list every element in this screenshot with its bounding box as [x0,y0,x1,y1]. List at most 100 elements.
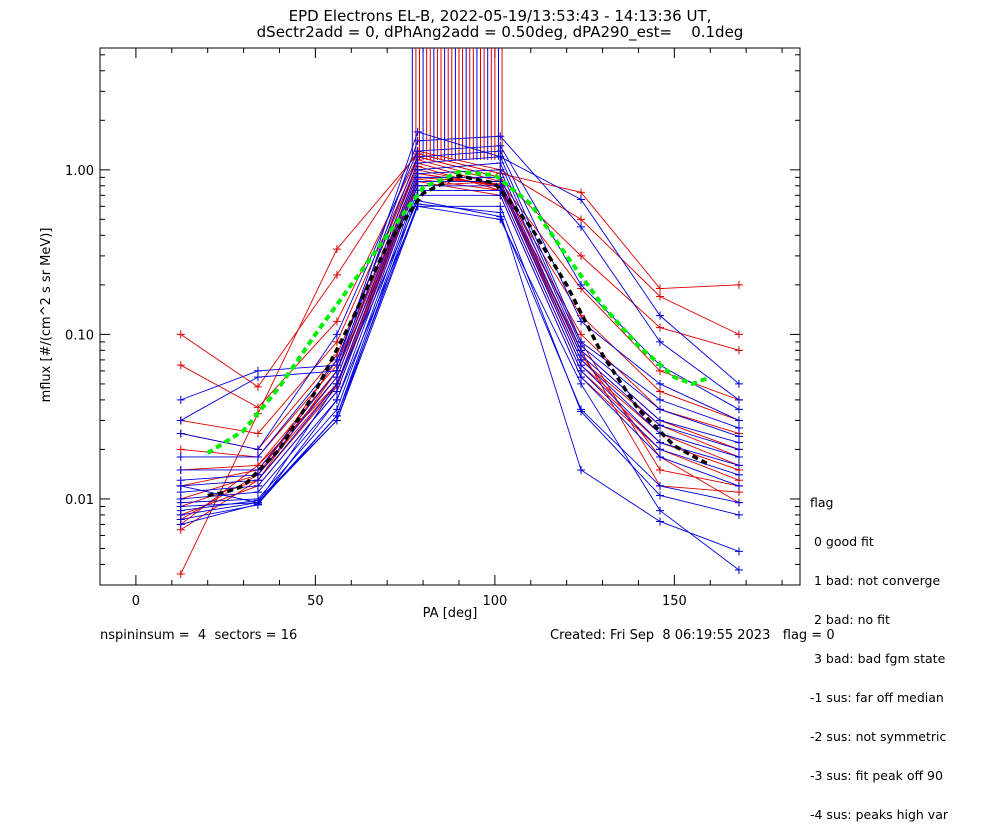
x-axis-label: PA [deg] [423,606,478,621]
series-point [734,452,743,461]
series-point [656,438,664,447]
series-point [734,566,743,575]
series-point [656,506,664,515]
series-point [656,517,664,526]
series-point [656,387,664,396]
series-line [180,150,740,458]
legend-item-3: 3 bad: bad fgm state [810,651,946,666]
fit-curve [207,173,712,498]
series-point [577,379,586,388]
series-point [577,407,586,416]
chart-title-line1: EPD Electrons EL-B, 2022-05-19/13:53:43 … [288,7,712,25]
flag-legend: flag 0 good fit 1 bad: not converge 2 ba… [810,470,948,834]
series-line [180,150,740,388]
series-point [413,127,422,136]
series-point [176,520,185,529]
series-point [734,510,743,519]
series-point [253,452,262,461]
series-point [656,395,664,404]
series-point [734,547,743,556]
series-point [656,452,664,461]
series-point [176,452,185,461]
series-point [253,373,262,382]
series-point [656,323,664,332]
series-point [577,188,586,197]
series-line [180,156,740,520]
series-point [734,470,743,479]
series-point [413,136,422,145]
series-point [413,159,422,168]
series-point [577,251,586,260]
chart-plot: 0 50 100 150 0.01 0.10 1.00 PA [deg] mflux [#/… [39,47,801,621]
legend-item-7: -4 sus: peaks high var [810,807,949,822]
x-tick-label: 50 [307,594,324,609]
series-point [734,346,743,355]
series-point [656,284,664,293]
series-point [176,569,185,578]
x-tick-label: 0 [132,594,140,609]
series-point [332,317,341,326]
series-point [656,337,664,346]
series-point [253,429,262,438]
series-point [577,195,586,204]
series-point [656,421,664,430]
footer-left: nspininsum = 4 sectors = 16 [100,628,298,643]
series-point [332,245,341,254]
series-point [496,165,505,174]
legend-item-5: -2 sus: not symmetric [810,729,947,744]
series-line [180,131,740,401]
series-point [656,379,664,388]
series-point [176,429,185,438]
series-point [332,330,341,339]
series-point [734,395,743,404]
series-point [332,270,341,279]
legend-item-0: 0 good fit [810,534,874,549]
series-line [180,145,740,450]
series-point [176,416,185,425]
legend-item-4: -1 sus: far off median [810,690,944,705]
chart-marks [176,48,743,578]
x-tick-label: 150 [662,594,687,609]
series-line [180,180,740,531]
series-point [656,292,664,301]
series-point [734,423,743,432]
series-point [734,481,743,490]
series-point [496,159,505,168]
series-point [176,330,185,339]
series-line [180,135,740,421]
series-line [180,185,740,504]
series-point [176,361,185,370]
series-point [496,208,505,217]
series-point [176,481,185,490]
series-point [734,498,743,507]
series-point [577,222,586,231]
series-point [734,416,743,425]
chart-title-line2: dSectr2add = 0, dPhAng2add = 0.50deg, dP… [256,23,744,41]
legend-item-1: 1 bad: not converge [810,573,941,588]
series-point [253,498,262,507]
series-point [176,465,185,474]
series-point [332,416,341,425]
series-point [734,461,743,470]
series-point [176,445,185,454]
series-line [180,162,740,481]
series-point [656,481,664,490]
series-line [180,194,740,512]
median-curve [206,169,711,455]
series-point [734,330,743,339]
series-line [180,153,739,575]
series-point [656,491,664,500]
series-point [656,311,664,320]
chart-axes: 0 50 100 150 0.01 0.10 1.00 [65,48,800,609]
series-point [656,465,664,474]
series-point [734,379,743,388]
x-tick-label: 100 [482,594,507,609]
series-point [577,215,586,224]
series-point [577,373,586,382]
y-tick-label: 0.10 [65,328,94,343]
series-point [577,465,586,474]
series-line [180,156,740,471]
series-point [656,405,664,414]
series-point [253,382,262,391]
series-point [332,355,341,364]
